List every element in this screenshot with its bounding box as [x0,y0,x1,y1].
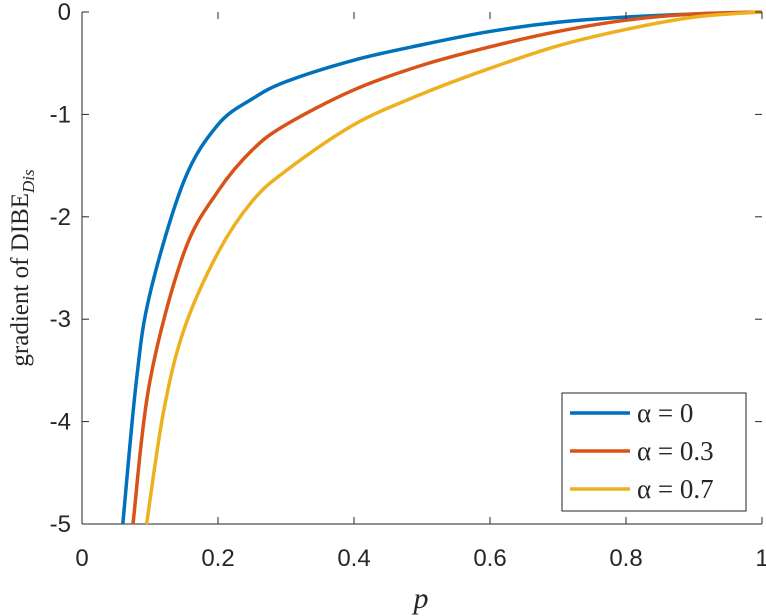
legend-label: α = 0.7 [637,474,714,504]
y-tick-label: -4 [50,409,71,436]
y-tick-label: -2 [50,204,71,231]
y-tick-label: -3 [50,306,71,333]
y-tick-label: -1 [50,101,71,128]
x-tick-label: 0.8 [609,545,642,572]
x-axis-label: p [412,582,429,615]
y-tick-label: -5 [50,511,71,538]
legend-label: α = 0 [637,398,693,428]
series-line-1 [131,10,763,525]
y-axis-label: gradient of DIBEDis [7,169,38,367]
y-tick-label: 0 [58,0,71,26]
x-tick-label: 0 [75,545,88,572]
y-axis-label-subscript: Dis [19,169,38,194]
series-layer [121,10,763,525]
legend: α = 0 α = 0.3 α = 0.7 [561,392,747,512]
legend-label: α = 0.3 [637,436,714,466]
x-tick-label: 0.6 [473,545,506,572]
x-tick-label: 0.4 [337,545,370,572]
x-tick-label: 1 [755,545,766,572]
plot-area [81,12,762,525]
series-line-2 [144,10,763,525]
y-axis-label-main: gradient of DIBE [7,193,34,367]
y-axis-ticks: 0 -1 -2 -3 -4 -5 [50,0,762,538]
x-tick-label: 0.2 [201,545,234,572]
x-axis-ticks: 0 0.2 0.4 0.6 0.8 1 [75,12,766,572]
series-line-0 [121,10,763,525]
